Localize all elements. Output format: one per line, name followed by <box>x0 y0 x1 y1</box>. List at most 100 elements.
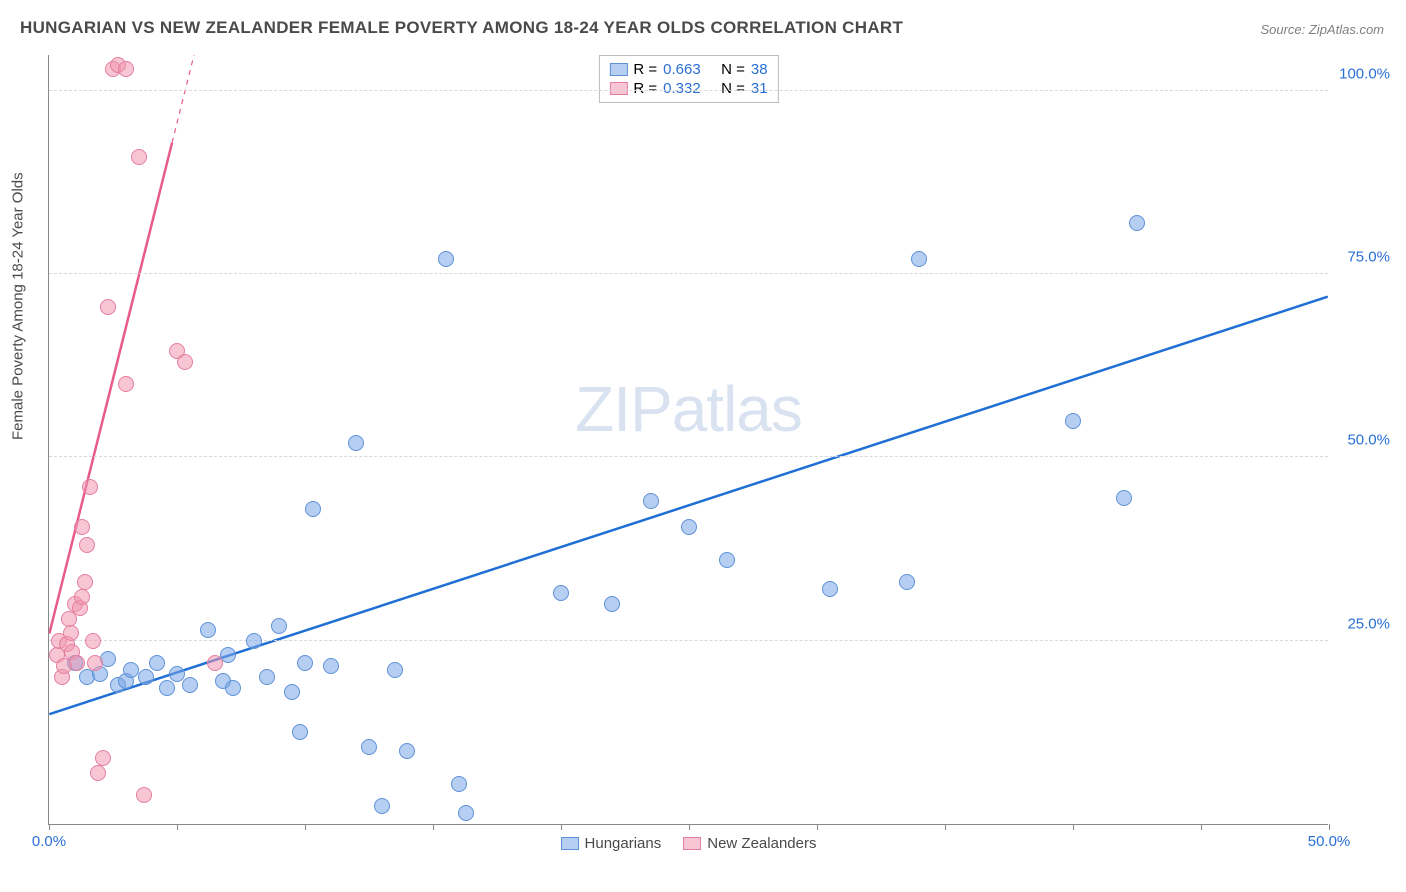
x-tick-label: 50.0% <box>1308 833 1351 850</box>
data-point <box>118 61 134 77</box>
legend-swatch <box>609 63 627 76</box>
x-tick-label: 0.0% <box>32 833 66 850</box>
x-tick <box>49 824 50 830</box>
x-tick <box>177 824 178 830</box>
data-point <box>361 739 377 755</box>
trend-line <box>49 143 172 634</box>
y-tick-label: 75.0% <box>1347 249 1390 266</box>
legend-r-value: 0.663 <box>663 61 715 78</box>
data-point <box>225 680 241 696</box>
series-legend-label: Hungarians <box>585 835 662 852</box>
data-point <box>79 537 95 553</box>
data-point <box>553 585 569 601</box>
data-point <box>246 633 262 649</box>
data-point <box>207 655 223 671</box>
correlation-legend: R = 0.663 N = 38R = 0.332 N = 31 <box>598 55 778 103</box>
data-point <box>323 658 339 674</box>
data-point <box>1116 490 1132 506</box>
data-point <box>69 655 85 671</box>
data-point <box>100 299 116 315</box>
gridline-h <box>49 640 1328 641</box>
data-point <box>87 655 103 671</box>
legend-r-value: 0.332 <box>663 80 715 97</box>
gridline-h <box>49 273 1328 274</box>
x-tick <box>817 824 818 830</box>
data-point <box>1065 413 1081 429</box>
data-point <box>82 479 98 495</box>
data-point <box>182 677 198 693</box>
x-tick <box>561 824 562 830</box>
data-point <box>123 662 139 678</box>
data-point <box>451 776 467 792</box>
x-tick <box>1073 824 1074 830</box>
legend-r-label: R = <box>633 61 657 78</box>
data-point <box>177 354 193 370</box>
data-point <box>292 724 308 740</box>
data-point <box>95 750 111 766</box>
data-point <box>911 251 927 267</box>
data-point <box>399 743 415 759</box>
x-tick <box>689 824 690 830</box>
chart-title: HUNGARIAN VS NEW ZEALANDER FEMALE POVERT… <box>20 18 903 38</box>
data-point <box>63 625 79 641</box>
watermark-atlas: atlas <box>672 373 802 445</box>
data-point <box>387 662 403 678</box>
data-point <box>822 581 838 597</box>
data-point <box>348 435 364 451</box>
legend-swatch <box>561 837 579 850</box>
legend-row: R =0.663N =38 <box>609 60 767 79</box>
data-point <box>719 552 735 568</box>
x-tick <box>305 824 306 830</box>
legend-swatch <box>683 837 701 850</box>
data-point <box>681 519 697 535</box>
data-point <box>200 622 216 638</box>
y-axis-title: Female Poverty Among 18-24 Year Olds <box>10 172 27 440</box>
legend-n-value: 38 <box>751 61 768 78</box>
y-tick-label: 25.0% <box>1347 615 1390 632</box>
legend-n-label: N = <box>721 80 745 97</box>
watermark: ZIPatlas <box>575 372 802 446</box>
scatter-plot-area: ZIPatlas R =0.663N =38R =0.332N =31 Hung… <box>48 55 1328 825</box>
data-point <box>643 493 659 509</box>
data-point <box>899 574 915 590</box>
data-point <box>284 684 300 700</box>
legend-r-label: R = <box>633 80 657 97</box>
data-point <box>297 655 313 671</box>
data-point <box>136 787 152 803</box>
data-point <box>604 596 620 612</box>
x-tick <box>433 824 434 830</box>
trend-lines-svg <box>49 55 1328 824</box>
data-point <box>458 805 474 821</box>
data-point <box>1129 215 1145 231</box>
data-point <box>149 655 165 671</box>
y-tick-label: 50.0% <box>1347 432 1390 449</box>
data-point <box>374 798 390 814</box>
trend-line-dashed <box>172 55 219 143</box>
source-attribution: Source: ZipAtlas.com <box>1260 22 1384 37</box>
data-point <box>74 589 90 605</box>
legend-swatch <box>609 82 627 95</box>
series-legend-item: New Zealanders <box>683 835 816 852</box>
data-point <box>438 251 454 267</box>
x-tick <box>1201 824 1202 830</box>
legend-row: R = 0.332 N = 31 <box>609 79 767 98</box>
data-point <box>159 680 175 696</box>
series-legend-label: New Zealanders <box>707 835 816 852</box>
x-tick <box>945 824 946 830</box>
trend-line <box>49 297 1327 714</box>
data-point <box>305 501 321 517</box>
data-point <box>271 618 287 634</box>
data-point <box>131 149 147 165</box>
y-tick-label: 100.0% <box>1339 65 1390 82</box>
gridline-h <box>49 456 1328 457</box>
gridline-h <box>49 90 1328 91</box>
data-point <box>74 519 90 535</box>
data-point <box>118 376 134 392</box>
series-legend: Hungarians New Zealanders <box>561 835 817 852</box>
data-point <box>90 765 106 781</box>
data-point <box>85 633 101 649</box>
legend-n-value: 31 <box>751 80 768 97</box>
data-point <box>77 574 93 590</box>
series-legend-item: Hungarians <box>561 835 662 852</box>
watermark-zip: ZIP <box>575 373 672 445</box>
